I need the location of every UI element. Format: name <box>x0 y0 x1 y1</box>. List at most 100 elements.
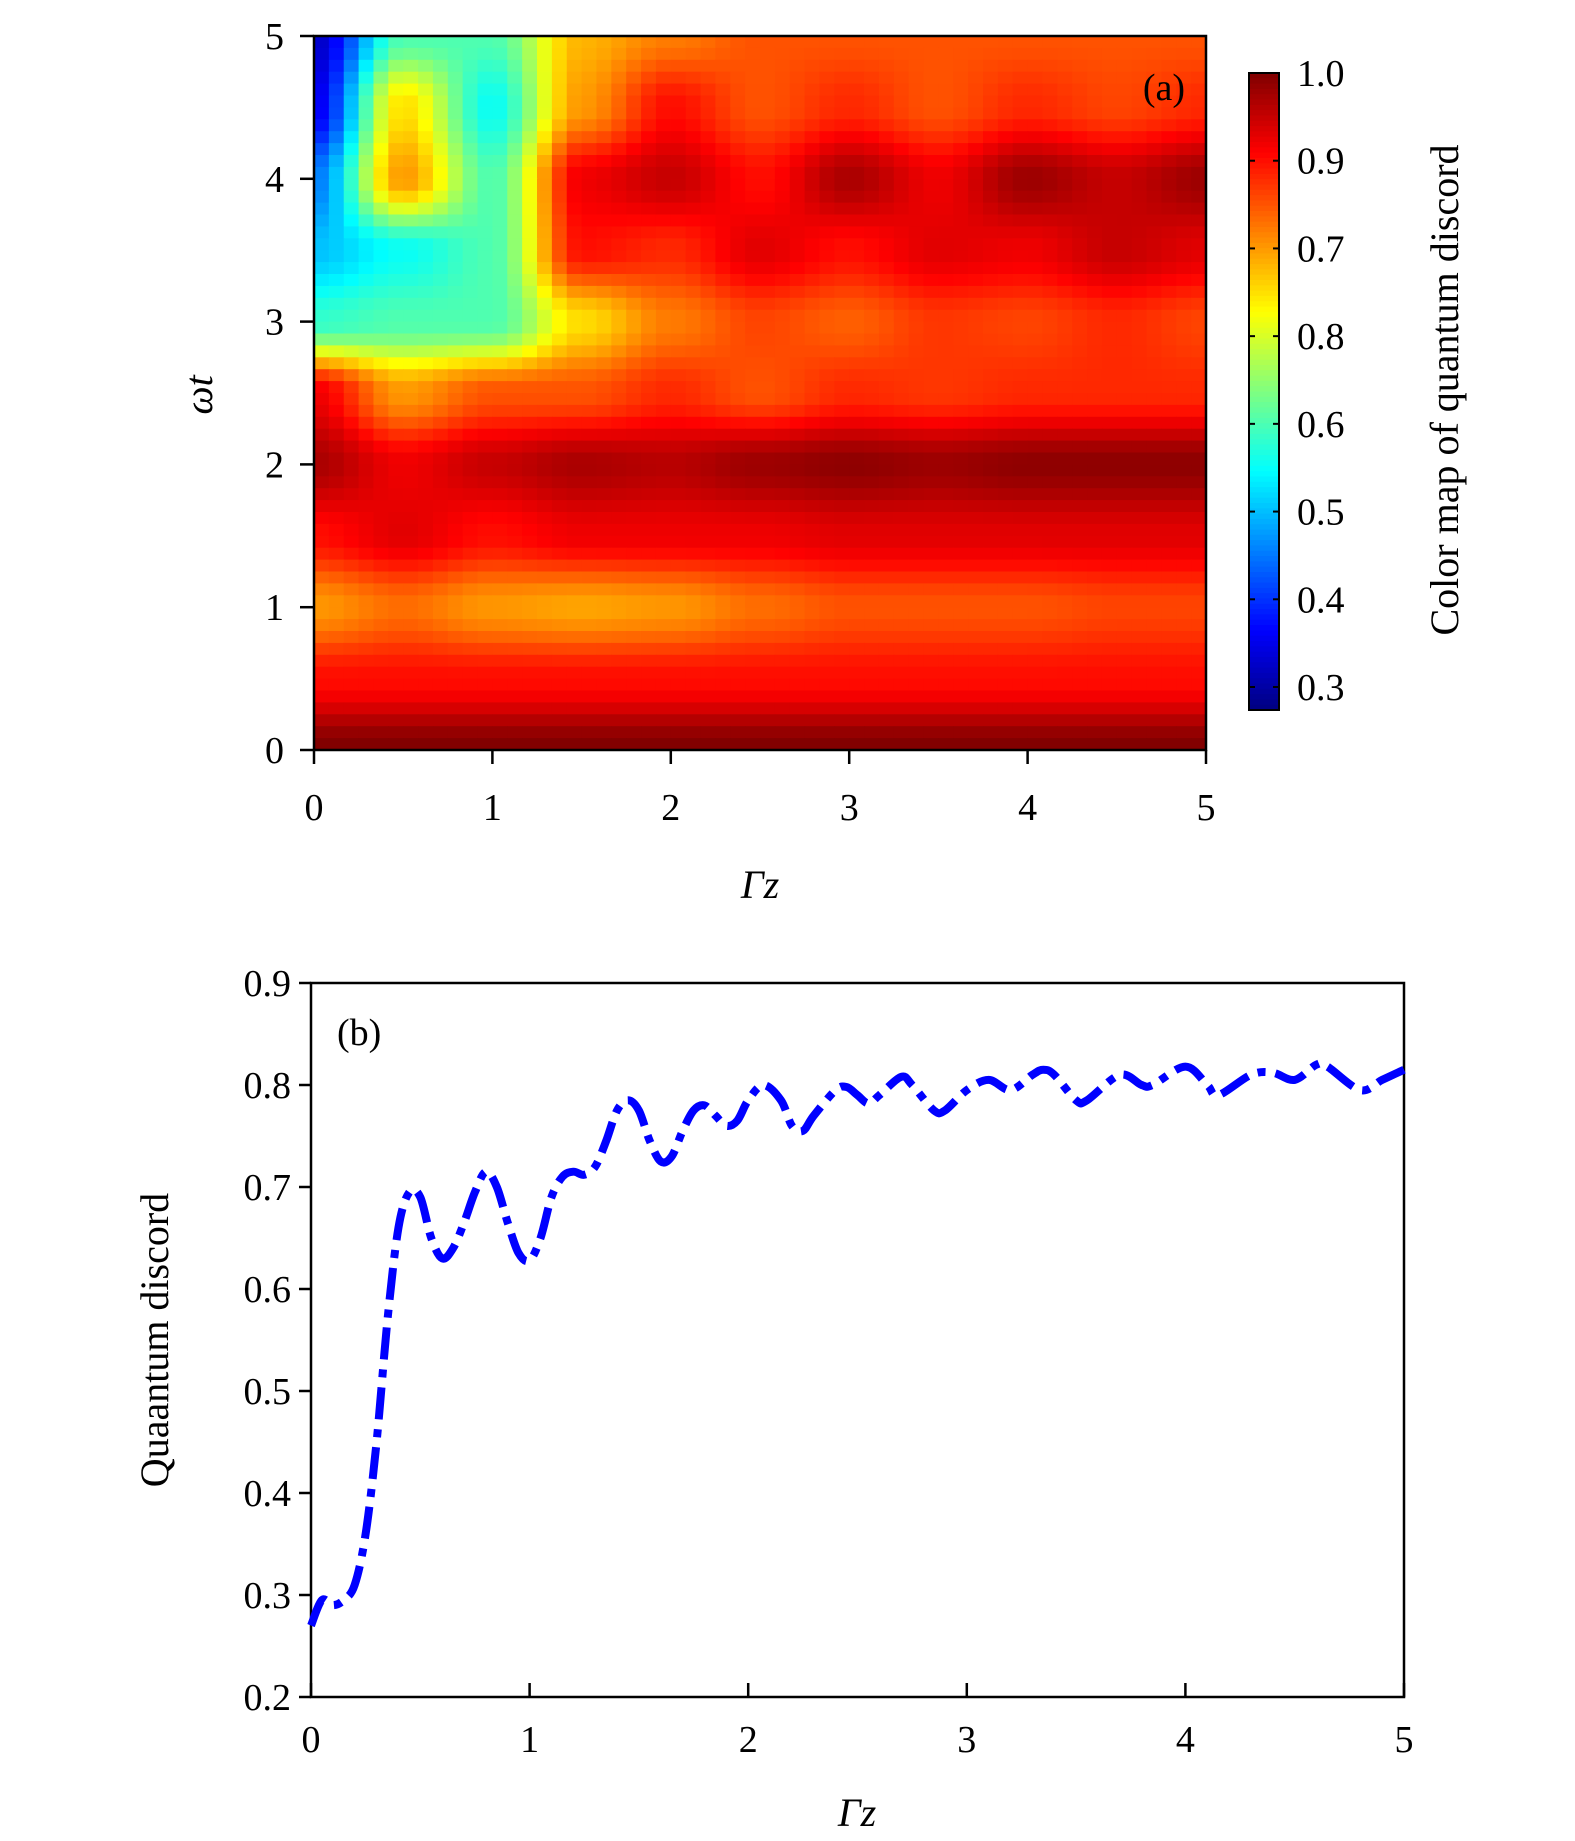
heatmap-cell <box>596 131 612 144</box>
heatmap-cell <box>403 178 419 192</box>
heatmap-cell <box>507 690 523 703</box>
heatmap-cell <box>1176 238 1192 251</box>
heatmap-cell <box>715 333 731 346</box>
heatmap-cell <box>968 464 984 477</box>
heatmap-cell <box>551 250 568 263</box>
heatmap-cell <box>432 297 449 311</box>
heatmap-cell <box>760 738 776 751</box>
heatmap-cell <box>968 71 984 85</box>
heatmap-cell <box>1042 476 1058 489</box>
heatmap-cell <box>685 285 702 299</box>
colorbar-segment <box>1249 418 1279 424</box>
heatmap-cell <box>403 274 419 287</box>
heatmap-cell <box>388 500 404 513</box>
heatmap-cell <box>1146 297 1162 311</box>
heatmap-cell <box>611 285 627 299</box>
heatmap-cell <box>819 202 835 216</box>
heatmap-cell <box>760 571 776 584</box>
heatmap-cell <box>1131 690 1148 703</box>
heatmap-cell <box>938 488 954 501</box>
heatmap-cell <box>581 238 598 251</box>
heatmap-cell <box>774 333 791 346</box>
heatmap-cell <box>938 535 954 549</box>
heatmap-cell <box>878 285 895 299</box>
heatmap-cell <box>700 333 716 346</box>
heatmap-cell <box>953 571 969 584</box>
heatmap-cell <box>432 178 449 192</box>
heatmap-cell <box>1161 666 1177 680</box>
heatmap-cell <box>923 155 939 168</box>
colorbar-segment <box>1249 402 1279 409</box>
heatmap-cell <box>685 178 702 192</box>
heatmap-cell <box>1161 583 1177 596</box>
heatmap-cell <box>388 702 404 715</box>
heatmap-cell <box>373 464 389 477</box>
heatmap-cell <box>923 357 939 370</box>
heatmap-cell <box>507 143 523 156</box>
heatmap-cell <box>1161 452 1177 465</box>
heatmap-cell <box>611 381 627 394</box>
heatmap-cell <box>1176 738 1192 751</box>
heatmap-cell <box>477 654 493 668</box>
heatmap-cell <box>774 559 791 573</box>
heatmap-cell <box>418 666 434 680</box>
heatmap-cell <box>492 238 508 251</box>
heatmap-cell <box>983 297 999 311</box>
heatmap-cell <box>834 464 850 477</box>
heatmap-cell <box>566 595 583 608</box>
heatmap-cell <box>328 404 345 418</box>
heatmap-cell <box>655 571 672 584</box>
heatmap-cell <box>626 726 642 739</box>
heatmap-cell <box>1146 428 1162 442</box>
heatmap-cell <box>537 512 553 525</box>
heatmap-cell <box>760 214 776 227</box>
heatmap-cell <box>923 714 939 727</box>
colorbar-segment <box>1249 110 1279 117</box>
heatmap-cell <box>938 559 954 573</box>
heatmap-cell <box>685 345 702 358</box>
heatmap-cell <box>596 274 612 287</box>
heatmap-cell <box>596 83 612 97</box>
heatmap-cell <box>1146 571 1162 584</box>
heatmap-cell <box>1131 262 1148 275</box>
heatmap-cell <box>1042 95 1058 108</box>
heatmap-cell <box>1191 666 1207 680</box>
heatmap-cell <box>1057 131 1073 144</box>
heatmap-cell <box>611 500 627 513</box>
heatmap-cell <box>388 678 404 692</box>
heatmap-cell <box>492 500 508 513</box>
heatmap-cell <box>328 654 345 668</box>
heatmap-cell <box>343 583 360 596</box>
heatmap-cell <box>1131 357 1148 370</box>
heatmap-cell <box>983 666 999 680</box>
heatmap-cell <box>1131 59 1148 73</box>
heatmap-cell <box>492 59 508 73</box>
heatmap-cell <box>908 500 925 513</box>
heatmap-cell <box>596 619 612 632</box>
heatmap-cell <box>507 250 523 263</box>
heatmap-cell <box>849 404 865 418</box>
heatmap-cell <box>804 95 821 108</box>
heatmap-cell <box>477 571 493 584</box>
heatmap-cell <box>581 166 598 180</box>
heatmap-cell <box>715 690 731 703</box>
heatmap-cell <box>432 262 449 275</box>
heatmap-cell <box>507 571 523 584</box>
quantum-discord-series-line <box>307 1059 1406 1628</box>
heatmap-cell <box>730 595 746 608</box>
heatmap-cell <box>849 476 865 489</box>
colorbar-segment <box>1249 577 1279 584</box>
heatmap-cell <box>834 357 850 370</box>
heatmap-cell <box>849 214 865 227</box>
colorbar-segment <box>1249 518 1279 525</box>
heatmap-cell <box>432 488 449 501</box>
heatmap-cell <box>626 71 642 85</box>
heatmap-cell <box>1146 523 1162 537</box>
heatmap-cell <box>403 369 419 382</box>
heatmap-cell <box>774 690 791 703</box>
heatmap-cell <box>1057 690 1073 703</box>
heatmap-cell <box>923 547 939 561</box>
heatmap-cell <box>953 642 969 656</box>
heatmap-cell <box>432 416 449 430</box>
heatmap-cell <box>1012 83 1029 97</box>
